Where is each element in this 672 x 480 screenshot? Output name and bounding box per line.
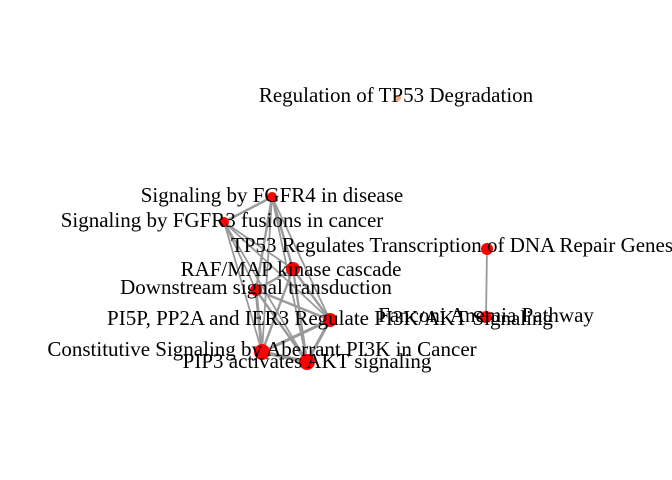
node-downstream: [250, 284, 262, 296]
edge-fgfr4-constitutive: [261, 196, 273, 353]
node-pi5p: [323, 313, 337, 327]
edges-layer: [222, 195, 488, 364]
edge-pi5p-constitutive: [260, 318, 332, 354]
edge-fgfr3-pi5p: [223, 221, 331, 321]
node-label-tp53deg: Regulation of TP53 Degradation: [259, 83, 534, 107]
node-fgfr4: [267, 192, 277, 202]
edge-raf-downstream: [254, 267, 295, 292]
node-fanconi: [480, 311, 492, 323]
node-fgfr3: [219, 217, 229, 227]
edge-raf-constitutive: [260, 267, 295, 354]
edge-fgfr3-raf: [223, 221, 294, 270]
labels-layer: Regulation of TP53 Degradation Signaling …: [47, 83, 672, 373]
node-label-raf: RAF/MAP kinase cascade: [181, 257, 402, 281]
node-label-pi5p: PI5P, PP2A and IER3 Regulate PI3K/AKT Si…: [107, 306, 553, 330]
node-label-fgfr4: Signaling by FGFR4 in disease: [141, 183, 404, 207]
edge-fgfr3-constitutive: [223, 221, 263, 353]
edge-downstream-pi5p: [254, 288, 332, 322]
node-pip3: [299, 354, 315, 370]
edge-fgfr3-downstream: [223, 221, 257, 291]
edge-downstream-constitutive: [254, 288, 264, 354]
node-tp53deg: [395, 95, 401, 101]
edge-fgfr4-raf: [270, 195, 295, 271]
nodes-layer: [219, 95, 493, 370]
edge-tp53dna-fanconi: [485, 248, 488, 318]
node-label-downstream: Downstream signal transduction: [120, 275, 392, 299]
node-label-fanconi: Fanconi Anemia Pathway: [378, 303, 594, 327]
node-label-fgfr3: Signaling by FGFR3 fusions in cancer: [61, 208, 384, 232]
edge-downstream-pip3: [254, 288, 309, 364]
node-label-constitutive: Constitutive Signaling by Aberrant PI3K …: [47, 337, 476, 361]
edge-fgfr4-fgfr3: [222, 195, 274, 224]
node-constitutive: [254, 344, 270, 360]
node-label-pip3: PIP3 activates AKT signaling: [183, 349, 432, 373]
edge-fgfr4-downstream: [254, 195, 274, 292]
edge-raf-pi5p: [291, 267, 332, 322]
node-raf: [286, 262, 300, 276]
node-label-tp53dna: TP53 Regulates Transcription of DNA Repa…: [231, 233, 672, 257]
edge-raf-pip3: [291, 267, 309, 364]
edge-fgfr4-pi5p: [271, 196, 331, 321]
node-tp53dna: [481, 243, 493, 255]
